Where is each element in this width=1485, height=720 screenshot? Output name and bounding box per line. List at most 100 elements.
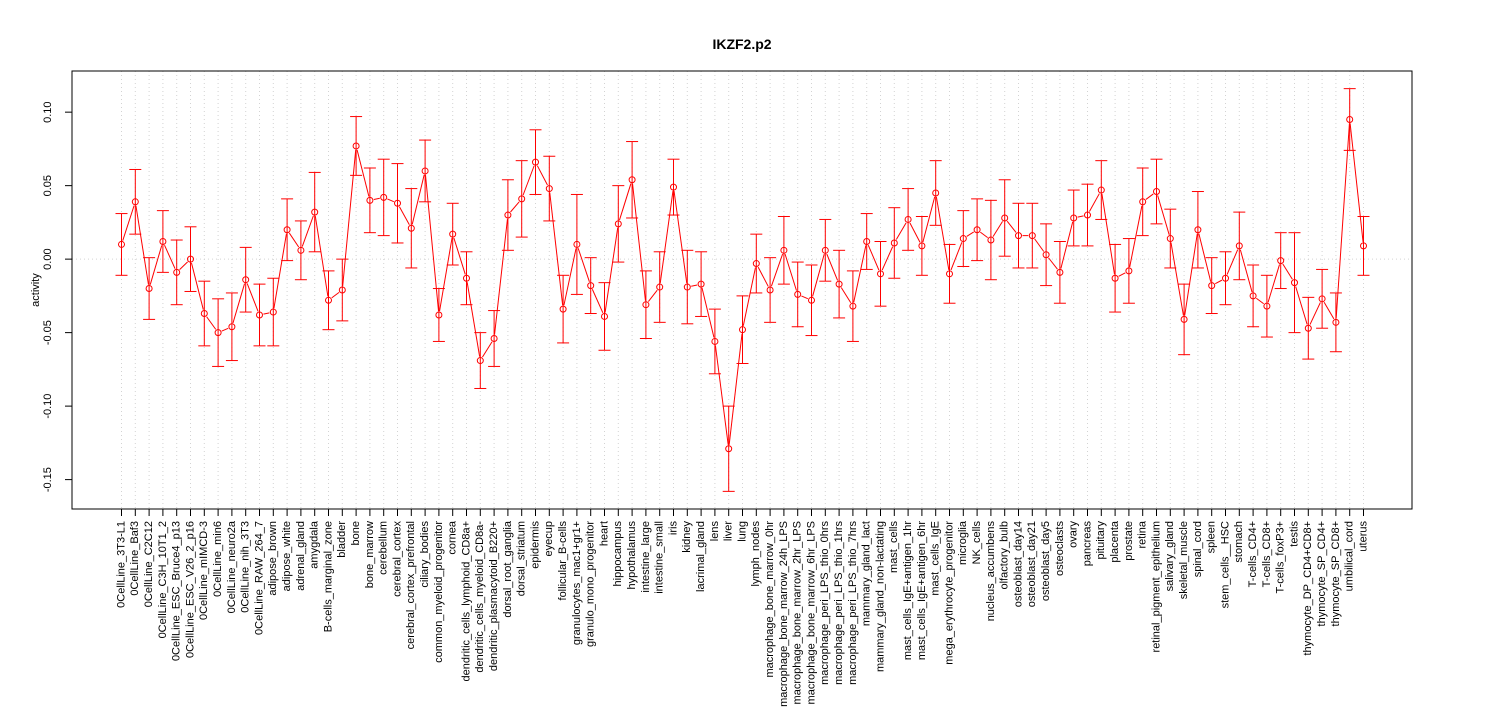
y-tick-label: -0.15 [42, 467, 54, 492]
x-tick-label: T-cells_CD4+ [1247, 521, 1259, 587]
series-segment [1239, 249, 1253, 293]
x-tick-label: cerebral_cortex_prefrontal [405, 521, 417, 649]
data-point [1249, 292, 1257, 300]
series-segment [1256, 297, 1264, 305]
series-segment [1034, 238, 1045, 252]
x-tick-label: stem_cells__HSC [1219, 521, 1231, 608]
data-point [821, 246, 829, 254]
x-axis: 0CellLine_3T3-L1 0CellLine_Baf3 0CellLine_… [115, 508, 1369, 707]
series-segment [1129, 205, 1143, 268]
series-segment [577, 248, 590, 282]
series-segment [494, 218, 508, 335]
x-tick-label: skeletal_muscle [1178, 521, 1190, 599]
series-segment [673, 191, 688, 284]
series-segment [714, 345, 729, 445]
series-segment [728, 333, 743, 445]
series-segment [424, 174, 440, 312]
data-point [932, 189, 940, 197]
series-segment [909, 222, 921, 243]
series-segment [840, 287, 852, 304]
series-segment [135, 205, 149, 285]
data-point [1235, 242, 1243, 250]
data-point [683, 283, 691, 291]
series-segment [1335, 123, 1350, 319]
series-segment [263, 312, 270, 315]
series-segment [1309, 302, 1321, 325]
data-point [435, 311, 443, 319]
data-point [476, 357, 484, 365]
data-point [987, 236, 995, 244]
series-segment [122, 205, 135, 241]
x-tick-label: uterus [1357, 521, 1369, 552]
series-segment [1006, 220, 1017, 233]
x-tick-label: thymocyte_SP_CD8+ [1330, 521, 1342, 626]
x-tick-label: dorsal_root_ganglia [502, 520, 514, 618]
data-point [325, 296, 332, 304]
data-point [780, 246, 788, 254]
x-tick-label: epidermis [529, 521, 541, 569]
data-point [725, 445, 733, 453]
series-segment [812, 254, 825, 297]
data-point [283, 226, 291, 234]
series-segment [273, 233, 287, 309]
series-segment [411, 174, 425, 225]
series-segment [1088, 193, 1100, 212]
series-segment [881, 246, 894, 271]
data-point [1028, 232, 1036, 240]
series-segment [1145, 193, 1154, 200]
x-tick-label: macrophage_bone_marrow_24h_LPS [778, 521, 790, 707]
x-tick-label: testis [1288, 521, 1300, 547]
series-segment [549, 192, 564, 306]
x-tick-label: ovary [1068, 521, 1080, 548]
x-tick-label: macrophage_peri_LPS_thio_1hrs [833, 521, 845, 685]
series-segment [522, 165, 535, 196]
series-segment [1170, 242, 1184, 316]
series-segment [853, 245, 867, 303]
x-tick-label: liver [723, 521, 735, 542]
x-tick-label: retina [1137, 520, 1149, 548]
data-point [573, 240, 581, 248]
series-segment [246, 283, 259, 312]
data-point [752, 260, 760, 268]
y-tick-label: -0.10 [42, 394, 54, 419]
x-tick-label: bone_marrow [364, 521, 376, 588]
series-segment [647, 289, 658, 302]
x-tick-label: 0CellLine_RAW_264_7 [253, 521, 265, 635]
x-tick-label: thymocyte_DP_CD4+CD8+ [1302, 521, 1314, 656]
series-segment [801, 295, 809, 300]
x-tick-label: intestine_small [654, 521, 666, 594]
x-tick-label: dendritic_plasmacytoid_B220+ [488, 521, 500, 671]
series-segment [232, 283, 246, 324]
data-point [394, 199, 401, 207]
data-point [352, 142, 360, 150]
data-point [1125, 267, 1133, 275]
x-tick-label: microglia [957, 520, 969, 565]
x-tick-label: iris [667, 521, 679, 536]
data-point [490, 335, 498, 343]
x-tick-label: T-cells_CD8+ [1261, 521, 1273, 587]
data-point [587, 282, 595, 290]
series-segment [342, 149, 357, 287]
data-point [614, 220, 622, 228]
series-segment [757, 266, 769, 287]
data-point [187, 255, 194, 263]
series-segment [356, 149, 370, 197]
x-tick-label: macrophage_peri_LPS_thio_7hrs [847, 521, 859, 685]
data-point [1180, 315, 1188, 323]
x-tick-label: mammary_gland_non-lactating [874, 521, 886, 672]
x-tick-label: osteoclasts [1054, 521, 1066, 577]
x-tick-label: lacrimal_gland [695, 521, 707, 592]
data-point [1153, 188, 1160, 196]
series-segment [1077, 215, 1084, 218]
data-point [628, 176, 636, 184]
series-segment [1226, 249, 1239, 275]
data-point [642, 301, 650, 309]
data-point [711, 337, 719, 345]
x-tick-label: pancreas [1081, 521, 1093, 567]
data-point [697, 280, 705, 288]
data-point [1304, 324, 1312, 332]
data-point [959, 235, 967, 243]
x-tick-label: osteoblast_day21 [1026, 521, 1038, 607]
series-segment [288, 232, 300, 248]
data-point [380, 193, 388, 201]
